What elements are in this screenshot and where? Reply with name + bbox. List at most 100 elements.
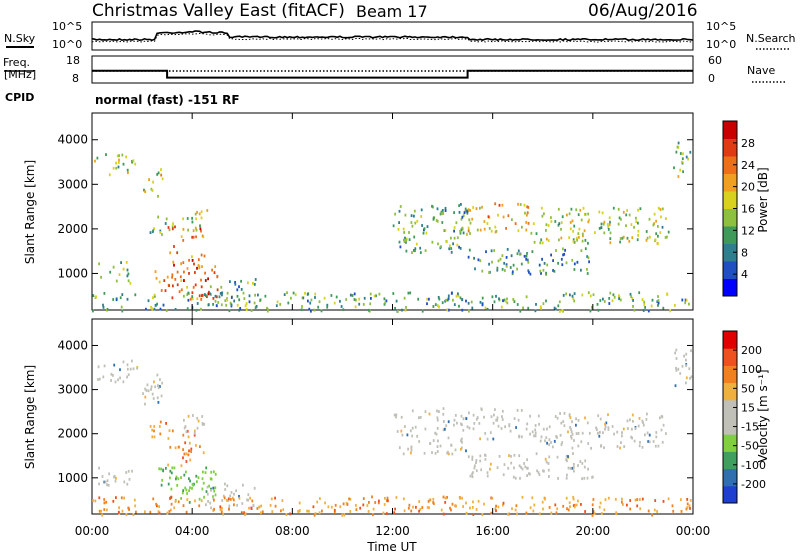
power-cell: [415, 242, 418, 246]
velocity-cell: [544, 497, 546, 501]
power-cell: [573, 292, 576, 295]
velocity-cell: [251, 499, 254, 503]
power-cell: [172, 284, 174, 288]
power-cell: [129, 281, 132, 285]
power-cell: [208, 290, 210, 294]
power-cell: [657, 234, 659, 238]
velocity-cell: [190, 450, 192, 453]
velocity-cell: [184, 486, 187, 490]
power-cell: [126, 297, 129, 301]
power-cell: [164, 289, 167, 292]
velocity-cell: [516, 409, 519, 412]
velocity-cell: [424, 410, 427, 413]
velocity-cell: [198, 504, 201, 508]
noise-sky-label: N.Sky: [4, 32, 36, 45]
velocity-cell: [221, 506, 223, 510]
velocity-cell: [175, 475, 178, 479]
power-cell: [163, 279, 166, 282]
power-cell: [131, 160, 133, 163]
power-cell: [145, 307, 147, 311]
power-region-11: [467, 247, 590, 276]
velocity-cell: [210, 488, 213, 492]
power-cell: [191, 255, 193, 259]
velocity-cell: [383, 503, 386, 506]
power-cell: [596, 303, 599, 306]
power-cell: [153, 227, 155, 230]
power-region-0: [94, 153, 137, 177]
velocity-cell: [517, 418, 520, 422]
power-cell: [520, 262, 523, 266]
power-cell: [557, 304, 560, 308]
power-cell: [194, 212, 197, 216]
power-cell: [195, 308, 198, 312]
velocity-cell: [685, 376, 688, 380]
power-cell: [608, 297, 611, 300]
power-cell: [470, 300, 473, 304]
power-cell: [632, 305, 634, 308]
power-cell: [335, 295, 338, 299]
velocity-cell: [212, 486, 215, 490]
power-cell: [467, 208, 470, 212]
velocity-cell: [153, 429, 155, 433]
power-cell: [236, 303, 239, 307]
power-cell: [630, 295, 633, 298]
power-cell: [203, 254, 206, 258]
velocity-cell: [518, 454, 521, 458]
power-cell: [467, 255, 470, 259]
power-cell: [453, 211, 455, 214]
velocity-cell: [210, 470, 213, 474]
power-cell: [102, 303, 104, 307]
velocity-cell: [529, 432, 531, 436]
power-cell: [542, 302, 545, 305]
power-cell: [409, 291, 412, 295]
power-cell: [220, 285, 223, 289]
velocity-cell: [193, 429, 196, 433]
power-cell: [165, 217, 168, 221]
power-cell: [431, 204, 433, 208]
velocity-cell: [297, 510, 299, 513]
power-cell: [238, 285, 240, 289]
velocity-cell: [465, 449, 467, 453]
power-cell: [198, 294, 201, 298]
velocity-cell: [159, 385, 161, 388]
velocity-cell: [455, 504, 457, 508]
velocity-cell: [242, 483, 244, 487]
velocity-cbar-tick-label-6: -100: [741, 459, 766, 472]
velocity-cell: [418, 416, 420, 420]
power-cell: [637, 208, 639, 212]
power-cell: [160, 168, 162, 171]
power-cell: [685, 298, 688, 302]
velocity-cell: [647, 509, 650, 513]
velocity-cell: [158, 505, 160, 508]
velocity-cell: [126, 482, 129, 486]
velocity-cell: [449, 506, 451, 510]
power-cbar-tick-label-3: 16: [741, 203, 755, 216]
power-cell: [618, 216, 621, 220]
power-cell: [602, 297, 604, 301]
velocity-cell: [584, 416, 586, 420]
velocity-cell: [189, 458, 192, 462]
velocity-cell: [571, 433, 574, 436]
velocity-cell: [210, 506, 212, 510]
power-cell: [425, 231, 428, 235]
velocity-cell: [629, 499, 632, 502]
power-cell: [160, 173, 163, 177]
power-cell: [635, 220, 638, 224]
power-cell: [283, 293, 286, 296]
velocity-cell: [604, 422, 606, 426]
power-cell: [625, 224, 627, 228]
power-cell: [353, 292, 356, 296]
velocity-cell: [121, 509, 124, 513]
velocity-cell: [159, 432, 162, 436]
power-cell: [461, 215, 464, 219]
power-cell: [156, 302, 158, 306]
velocity-cell: [393, 511, 396, 515]
velocity-cell: [241, 502, 244, 505]
power-cell: [314, 296, 316, 299]
power-cell: [116, 154, 119, 158]
power-cell: [413, 209, 416, 213]
power-cell: [179, 275, 182, 279]
velocity-cell: [410, 448, 413, 452]
velocity-cell: [591, 503, 594, 507]
power-cell: [300, 308, 303, 312]
